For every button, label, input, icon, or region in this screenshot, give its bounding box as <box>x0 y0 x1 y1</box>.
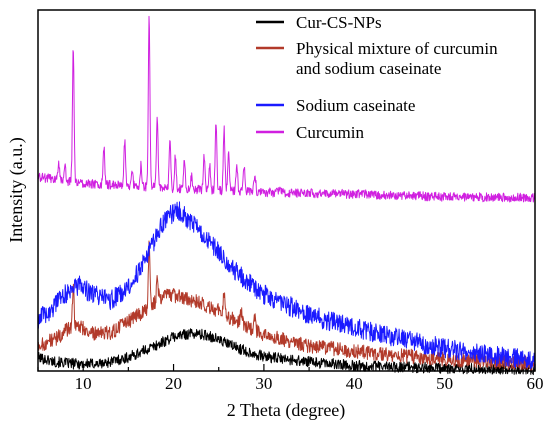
series-line <box>37 240 536 372</box>
legend-label: and sodium caseinate <box>296 59 441 78</box>
x-tick-label: 10 <box>75 374 92 393</box>
x-tick-label: 50 <box>436 374 453 393</box>
series-line <box>37 15 536 203</box>
legend-label: Cur-CS-NPs <box>296 13 382 32</box>
legend-label: Curcumin <box>296 123 364 142</box>
legend-label: Physical mixture of curcumin <box>296 39 498 58</box>
series-line <box>37 328 536 376</box>
x-tick-label: 40 <box>346 374 363 393</box>
legend: Cur-CS-NPs Physical mixture of curcuminan… <box>256 13 498 142</box>
x-axis-label: 2 Theta (degree) <box>227 400 346 421</box>
y-axis-label: Intensity (a.u.) <box>6 137 27 242</box>
x-tick-label: 20 <box>165 374 182 393</box>
x-tick-label: 60 <box>527 374 544 393</box>
x-tick-label: 30 <box>255 374 272 393</box>
legend-label: Sodium caseinate <box>296 96 415 115</box>
x-axis-ticks: 10 20 30 40 50 60 <box>37 364 544 393</box>
series-line <box>37 201 536 370</box>
series-layer <box>37 15 536 376</box>
plot-frame <box>37 9 536 372</box>
